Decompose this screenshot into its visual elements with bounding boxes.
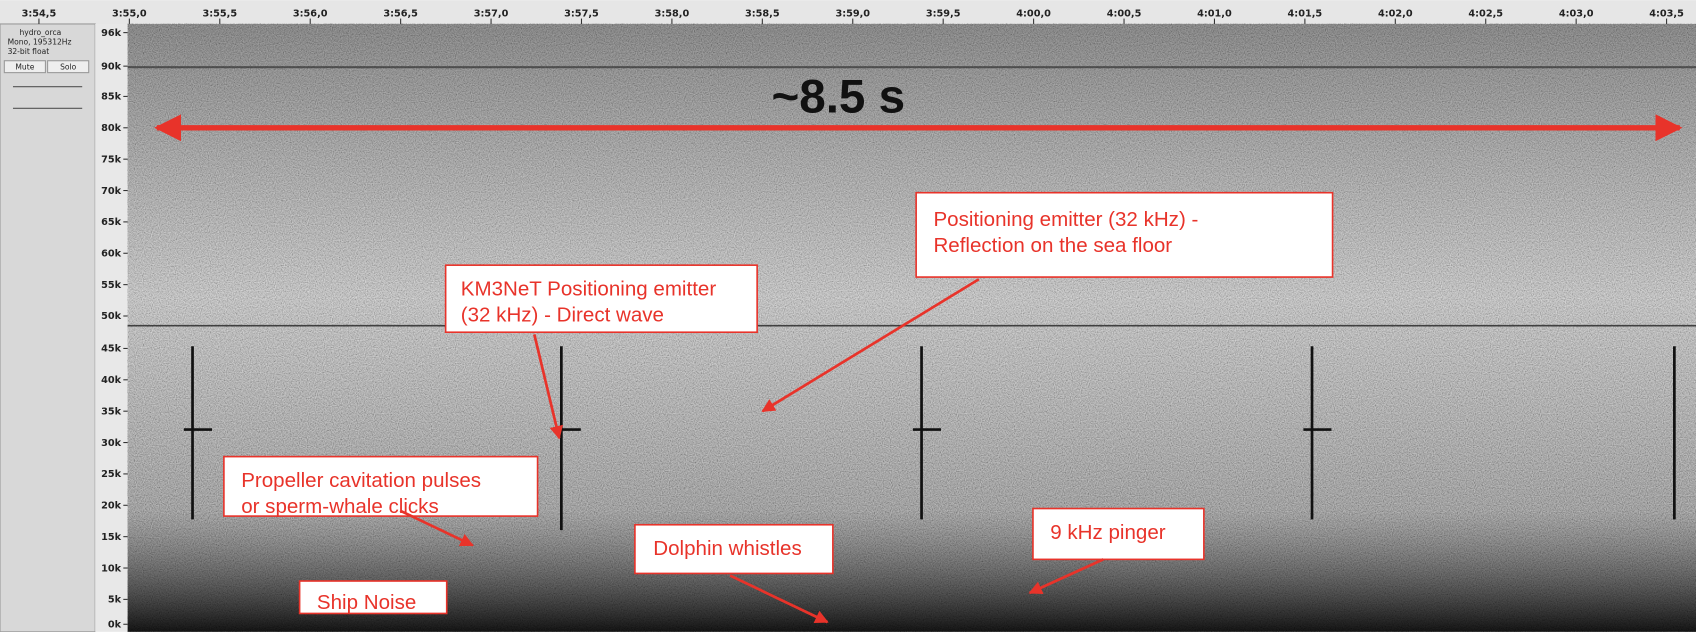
duration-label: ~8.5 s	[771, 71, 905, 124]
frequency-label: 90k	[101, 61, 122, 72]
screenshot: ~8.5 s Positioning emitter (32 kHz) - Ref…	[0, 0, 1696, 632]
time-label: 3:56,5	[383, 8, 418, 19]
frequency-label: 85k	[101, 92, 122, 103]
time-label: 3:57,0	[474, 8, 509, 19]
time-label: 3:56,0	[293, 8, 328, 19]
time-label: 4:01,5	[1288, 8, 1323, 19]
time-label: 4:00,5	[1107, 8, 1142, 19]
track-format: 32-bit float	[8, 47, 50, 56]
annotation-text: (32 kHz) - Direct wave	[461, 303, 664, 326]
track-info: Mono, 195312Hz	[8, 38, 72, 47]
frequency-label: 20k	[101, 501, 122, 512]
track-name: hydro_orca	[19, 28, 61, 37]
frequency-label: 25k	[101, 469, 122, 480]
time-label: 3:59,0	[835, 8, 870, 19]
time-label: 3:57,5	[564, 8, 599, 19]
time-label: 4:03,0	[1559, 8, 1594, 19]
frequency-label: 10k	[101, 563, 122, 574]
annotation-text: 9 kHz pinger	[1050, 521, 1166, 544]
time-label: 3:55,0	[112, 8, 147, 19]
time-label: 3:59,5	[926, 8, 961, 19]
time-label: 3:54,5	[22, 8, 57, 19]
frequency-label: 96k	[101, 28, 122, 39]
frequency-label: 0k	[108, 620, 122, 631]
frequency-label: 30k	[101, 438, 122, 449]
time-label: 3:58,5	[745, 8, 780, 19]
annotation-text: KM3NeT Positioning emitter	[461, 277, 717, 300]
frequency-label: 75k	[101, 154, 122, 165]
time-label: 4:02,5	[1468, 8, 1503, 19]
frequency-label: 50k	[101, 311, 122, 322]
annotation-text: Propeller cavitation pulses	[241, 469, 481, 492]
time-label: 4:03,5	[1649, 8, 1684, 19]
spectrogram	[128, 24, 1696, 632]
frequency-label: 5k	[108, 595, 122, 606]
time-label: 4:00,0	[1016, 8, 1051, 19]
frequency-label: 70k	[101, 186, 122, 197]
annotation-text: Ship Noise	[317, 591, 416, 614]
time-label: 3:55,5	[202, 8, 237, 19]
frequency-label: 35k	[101, 406, 122, 417]
frequency-label: 45k	[101, 344, 122, 355]
time-label: 4:01,0	[1197, 8, 1232, 19]
frequency-label: 40k	[101, 375, 122, 386]
annotation-text: Dolphin whistles	[653, 537, 801, 560]
track-button-label: Solo	[60, 62, 77, 71]
time-label: 3:58,0	[655, 8, 690, 19]
annotation-text: Reflection on the sea floor	[933, 234, 1172, 257]
annotation-text: Positioning emitter (32 kHz) -	[933, 208, 1198, 231]
frequency-label: 55k	[101, 280, 122, 291]
page: {"timeline": {"labels": ["3:54,5", "3:55…	[0, 0, 1696, 632]
time-label: 4:02,0	[1378, 8, 1413, 19]
frequency-label: 80k	[101, 123, 122, 134]
frequency-label: 15k	[101, 532, 122, 543]
track-panel	[0, 24, 95, 632]
track-button-label: Mute	[15, 62, 34, 71]
frequency-label: 65k	[101, 217, 122, 228]
frequency-label: 60k	[101, 249, 122, 260]
